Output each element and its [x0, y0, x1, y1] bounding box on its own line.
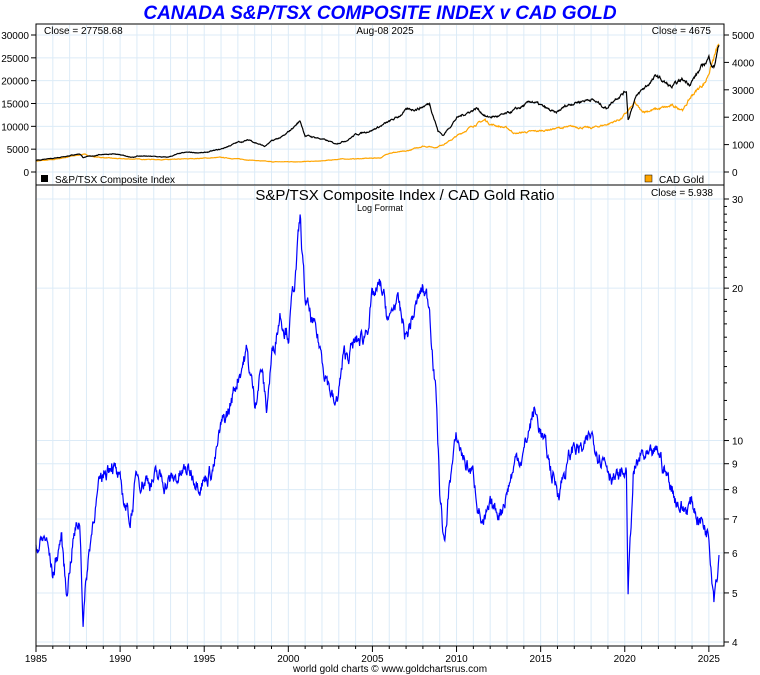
ratio-y-tick-label: 10 [732, 437, 744, 448]
cad-gold-line [35, 43, 720, 163]
ratio-line [35, 214, 720, 627]
top-panel-frame [35, 23, 725, 186]
y-tick-label-right: 4000 [732, 58, 755, 69]
axes: 1985 1990 1995 2000 2005 2010 2015 2020 20250500… [1, 31, 754, 665]
chart-title: CANADA S&P/TSX COMPOSITE INDEX v CAD GOL… [143, 3, 617, 24]
tsx-index-line [35, 44, 720, 162]
ratio-title: S&P/TSX Composite Index / CAD Gold Ratio [255, 187, 554, 204]
x-tick-label: 1995 [193, 654, 216, 665]
bottom-panel-frame [35, 184, 725, 647]
legend-swatch-gold [644, 174, 653, 183]
x-tick-label: 2020 [614, 654, 637, 665]
left-close-label: Close = 27758.68 [44, 26, 123, 37]
date-label: Aug-08 2025 [356, 26, 414, 37]
ratio-y-tick-label: 6 [732, 549, 738, 560]
grid [35, 25, 723, 646]
x-tick-label: 1985 [25, 654, 48, 665]
ratio-y-tick-label: 20 [732, 284, 744, 295]
x-tick-label: 2025 [698, 654, 721, 665]
x-tick-label: 2000 [277, 654, 300, 665]
y-tick-label-right: 5000 [732, 31, 755, 42]
ratio-y-tick-label: 5 [732, 589, 738, 600]
y-tick-label-right: 0 [732, 168, 738, 179]
y-tick-label-left: 30000 [1, 31, 29, 42]
y-tick-label-left: 25000 [1, 54, 29, 65]
y-tick-label-right: 3000 [732, 86, 755, 97]
y-tick-label-left: 0 [23, 168, 29, 179]
x-tick-label: 2015 [530, 654, 553, 665]
y-tick-label-left: 15000 [1, 100, 29, 111]
right-close-label: Close = 4675 [652, 26, 712, 37]
y-tick-label-left: 20000 [1, 77, 29, 88]
ratio-y-tick-label: 4 [732, 638, 738, 649]
ratio-close-label: Close = 5.938 [651, 188, 713, 199]
y-tick-label-left: 5000 [7, 145, 30, 156]
y-tick-label-right: 1000 [732, 141, 755, 152]
footer-credit: world gold charts © www.goldchartsrus.co… [292, 664, 487, 675]
ratio-y-tick-label: 7 [732, 515, 738, 526]
legend-swatch-tsx [41, 175, 48, 182]
y-tick-label-left: 10000 [1, 122, 29, 133]
ratio-subtitle: Log Format [357, 203, 404, 213]
ratio-y-tick-label: 30 [732, 195, 744, 206]
x-tick-label: 1990 [109, 654, 132, 665]
ratio-y-tick-label: 8 [732, 486, 738, 497]
legend-label-gold: CAD Gold [659, 175, 704, 186]
legend-label-tsx: S&P/TSX Composite Index [55, 175, 175, 186]
ratio-y-tick-label: 9 [732, 460, 738, 471]
x-tick-label: 2010 [445, 654, 468, 665]
x-tick-label: 2005 [361, 654, 384, 665]
series-layer [35, 43, 720, 627]
y-tick-label-right: 2000 [732, 113, 755, 124]
